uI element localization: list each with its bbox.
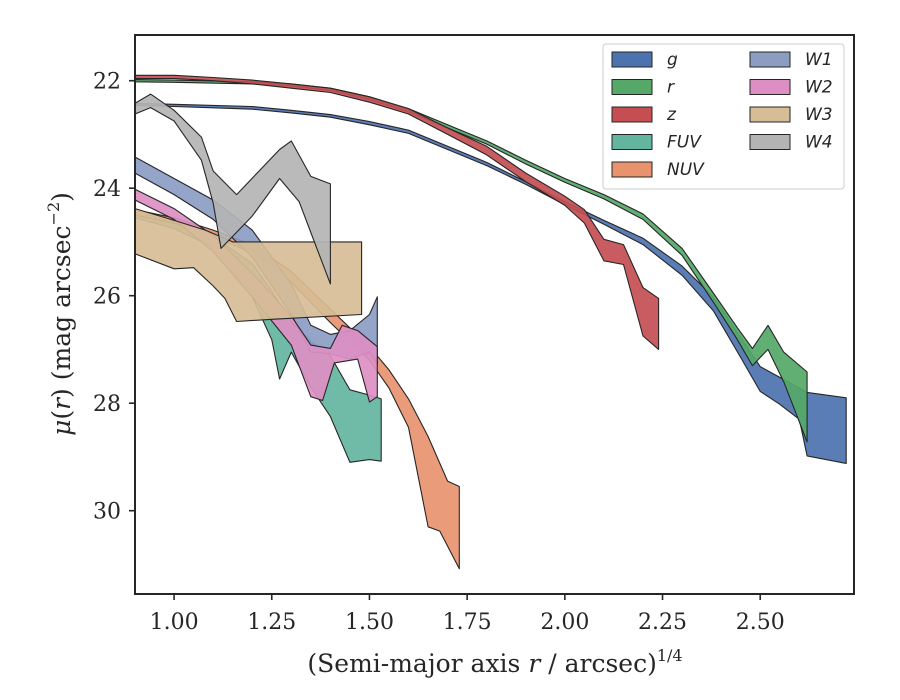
y-axis-label: μ(r) (mag arcsec−2) [44, 192, 76, 436]
y-tick-label: 30 [93, 500, 121, 525]
series-band-w3 [135, 208, 363, 323]
series-band-z [135, 74, 660, 350]
legend-label-w4: W4 [805, 133, 833, 153]
legend-swatch-fuv [611, 134, 653, 150]
legend-label-r: r [667, 78, 675, 98]
legend: grz FUV NUV W1 W2 W3 W4 [602, 43, 845, 190]
x-axis: 1.00 1.25 1.50 1.75 2.00 2.25 2.50 [150, 594, 785, 635]
series-band-w4 [135, 93, 331, 285]
legend-swatch-z [611, 106, 653, 123]
legend-swatch-w4 [749, 134, 791, 150]
legend-swatch-nuv [611, 161, 653, 178]
x-tick-label: 2.25 [638, 610, 687, 635]
legend-label-fuv: FUV [667, 133, 702, 153]
series-band-g [135, 102, 847, 464]
plot-frame [134, 34, 855, 595]
y-tick-label: 28 [93, 392, 121, 417]
x-tick-label: 1.25 [247, 610, 296, 635]
legend-swatch-w3 [749, 106, 791, 123]
y-axis: 22 24 26 28 30 [93, 70, 135, 525]
x-tick-label: 2.50 [736, 610, 785, 635]
y-tick-label: 24 [93, 177, 121, 202]
x-tick-label: 1.50 [345, 610, 394, 635]
x-tick-label: 2.00 [540, 610, 589, 635]
y-tick-label: 26 [93, 285, 121, 310]
legend-swatch-w1 [749, 51, 791, 68]
plot-area [135, 74, 847, 570]
legend-swatch-w2 [749, 79, 791, 95]
legend-swatch-g [611, 51, 653, 68]
legend-label-g: g [667, 50, 678, 70]
legend-label-w3: W3 [805, 105, 833, 125]
x-tick-label: 1.00 [150, 610, 199, 635]
x-tick-label: 1.75 [443, 610, 492, 635]
legend-label-w1: W1 [805, 50, 833, 70]
y-tick-label: 22 [93, 70, 121, 95]
legend-label-w2: W2 [805, 78, 833, 98]
legend-label-nuv: NUV [667, 160, 705, 180]
x-axis-label: (Semi-major axis r / arcsec)1/4 [307, 646, 682, 678]
legend-swatch-r [611, 79, 653, 95]
legend-label-z: z [666, 105, 677, 125]
